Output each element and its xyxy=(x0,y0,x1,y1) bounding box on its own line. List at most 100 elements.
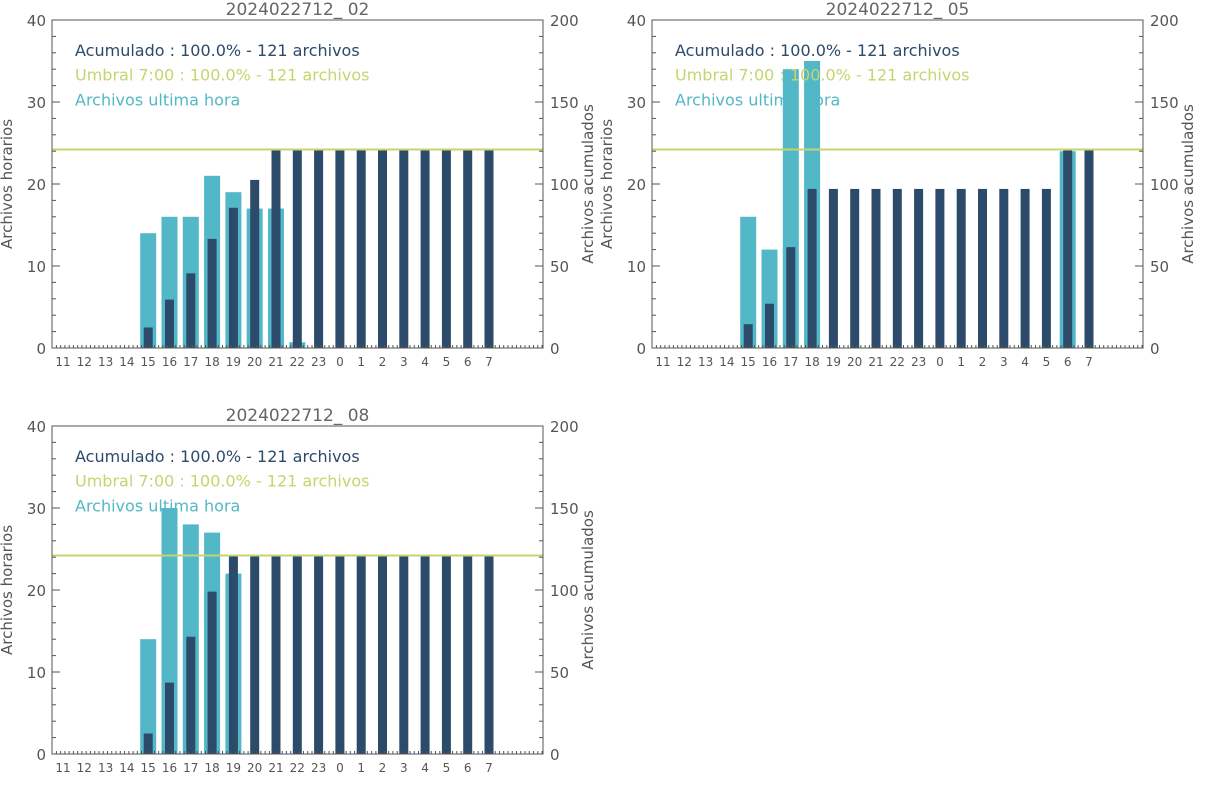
cumulative-bar xyxy=(1084,149,1094,348)
x-tick-label: 23 xyxy=(311,761,326,775)
cumulative-bar xyxy=(207,238,217,348)
x-tick-label: 13 xyxy=(98,761,113,775)
cumulative-bar xyxy=(165,682,174,754)
right-tick-label: 200 xyxy=(1150,12,1179,30)
left-tick-label: 10 xyxy=(27,258,46,276)
x-tick-label: 7 xyxy=(1085,355,1093,369)
x-tick-label: 20 xyxy=(247,355,262,369)
left-tick-label: 30 xyxy=(27,94,46,112)
cumulative-bar xyxy=(271,149,281,348)
x-tick-label: 11 xyxy=(655,355,670,369)
x-tick-label: 18 xyxy=(204,355,219,369)
cumulative-bar xyxy=(228,555,238,754)
cumulative-bar xyxy=(292,149,302,348)
x-tick-label: 15 xyxy=(141,761,156,775)
cumulative-bar xyxy=(207,591,217,754)
x-tick-label: 11 xyxy=(55,355,70,369)
x-tick-label: 21 xyxy=(268,761,283,775)
legend-hourly: Archivos ultima hora xyxy=(675,90,840,109)
cumulative-bar xyxy=(356,149,366,348)
x-tick-label: 2 xyxy=(379,355,387,369)
cumulative-bar xyxy=(165,299,174,348)
cumulative-bar xyxy=(228,207,238,348)
cumulative-bar xyxy=(143,327,153,348)
cumulative-bar xyxy=(378,149,387,348)
cumulative-bar xyxy=(420,555,430,754)
cumulative-bar xyxy=(314,555,324,754)
left-tick-label: 30 xyxy=(27,500,46,518)
cumulative-bar xyxy=(978,188,987,348)
left-tick-label: 40 xyxy=(27,418,46,436)
x-tick-label: 12 xyxy=(677,355,692,369)
legend-threshold: Umbral 7:00 : 100.0% - 121 archivos xyxy=(75,472,369,491)
x-tick-label: 21 xyxy=(868,355,883,369)
left-tick-label: 40 xyxy=(27,12,46,30)
cumulative-bar xyxy=(441,149,451,348)
cumulative-bar xyxy=(999,188,1009,348)
cumulative-bar xyxy=(335,149,345,348)
cumulative-bar xyxy=(399,555,409,754)
cumulative-bar xyxy=(399,149,409,348)
cumulative-bar xyxy=(828,188,838,348)
cumulative-bar xyxy=(143,733,153,754)
x-tick-label: 13 xyxy=(698,355,713,369)
x-tick-label: 5 xyxy=(1043,355,1051,369)
hourly-bar xyxy=(140,233,157,348)
cumulative-bar xyxy=(871,188,881,348)
right-axis-title: Archivos acumulados xyxy=(579,510,597,670)
cumulative-bar xyxy=(186,636,196,754)
cumulative-bar xyxy=(250,179,260,348)
left-tick-label: 0 xyxy=(36,746,46,764)
x-tick-label: 17 xyxy=(183,761,198,775)
right-tick-label: 0 xyxy=(550,746,560,764)
cumulative-bar xyxy=(914,188,924,348)
cumulative-bar xyxy=(378,555,387,754)
x-tick-label: 0 xyxy=(936,355,944,369)
left-tick-label: 40 xyxy=(627,12,646,30)
x-tick-label: 19 xyxy=(226,355,241,369)
cumulative-bar xyxy=(850,188,860,348)
x-tick-label: 19 xyxy=(226,761,241,775)
x-tick-label: 17 xyxy=(783,355,798,369)
cumulative-bar xyxy=(356,555,366,754)
x-tick-label: 0 xyxy=(336,761,344,775)
x-tick-label: 2 xyxy=(379,761,387,775)
x-tick-label: 19 xyxy=(826,355,841,369)
cumulative-bar xyxy=(956,188,966,348)
chart-title: 2024022712_ 08 xyxy=(226,406,370,426)
x-tick-label: 0 xyxy=(336,355,344,369)
hourly-bar xyxy=(140,639,157,754)
left-tick-label: 10 xyxy=(627,258,646,276)
x-tick-label: 4 xyxy=(421,761,429,775)
left-axis-title: Archivos horarios xyxy=(0,119,16,249)
x-tick-label: 3 xyxy=(400,355,408,369)
x-tick-label: 5 xyxy=(443,355,451,369)
hourly-bar xyxy=(740,216,757,348)
legend-cumulative: Acumulado : 100.0% - 121 archivos xyxy=(75,447,360,466)
x-tick-label: 14 xyxy=(119,761,134,775)
cumulative-bar xyxy=(463,555,473,754)
right-axis-title: Archivos acumulados xyxy=(579,104,597,264)
x-tick-label: 6 xyxy=(1064,355,1072,369)
x-tick-label: 14 xyxy=(119,355,134,369)
left-tick-label: 10 xyxy=(27,664,46,682)
x-tick-label: 22 xyxy=(290,761,305,775)
x-tick-label: 4 xyxy=(1021,355,1029,369)
right-tick-label: 150 xyxy=(550,94,579,112)
right-tick-label: 50 xyxy=(550,664,569,682)
cumulative-bar xyxy=(292,555,302,754)
x-tick-label: 14 xyxy=(719,355,734,369)
right-tick-label: 100 xyxy=(550,582,579,600)
left-tick-label: 0 xyxy=(636,340,646,358)
x-tick-label: 21 xyxy=(268,355,283,369)
cumulative-bar xyxy=(935,188,945,348)
x-tick-label: 18 xyxy=(804,355,819,369)
cumulative-bar xyxy=(250,555,260,754)
legend-cumulative: Acumulado : 100.0% - 121 archivos xyxy=(75,41,360,60)
right-axis-title: Archivos acumulados xyxy=(1179,104,1197,264)
right-tick-label: 150 xyxy=(550,500,579,518)
x-tick-label: 6 xyxy=(464,761,472,775)
x-tick-label: 23 xyxy=(911,355,926,369)
